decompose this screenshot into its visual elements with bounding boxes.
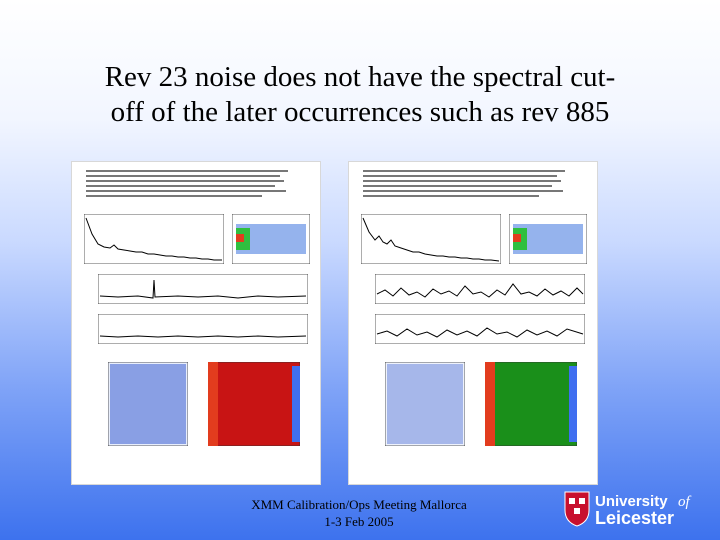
spectrum-plot	[84, 214, 224, 264]
figure-panel-right	[348, 161, 598, 485]
figure-header-text	[86, 170, 306, 210]
figure-panel-left	[71, 161, 321, 485]
scatter-plot	[232, 214, 310, 264]
dx-map-image	[485, 362, 577, 446]
scatter-plot	[509, 214, 587, 264]
footer-line-1: XMM Calibration/Ops Meeting Mallorca	[251, 497, 467, 512]
logo-university-text: University	[595, 493, 668, 510]
count-image	[385, 362, 465, 446]
time-series-plot-1	[375, 274, 585, 304]
university-crest-icon: University of Leicester	[564, 491, 692, 528]
dx-map-image	[208, 362, 300, 446]
slide-footer: XMM Calibration/Ops Meeting Mallorca 1-3…	[224, 496, 494, 530]
slide-title: Rev 23 noise does not have the spectral …	[40, 60, 680, 130]
footer-line-2: 1-3 Feb 2005	[324, 514, 394, 529]
spectrum-plot	[361, 214, 501, 264]
logo-of-text: of	[678, 494, 692, 510]
title-line-1: Rev 23 noise does not have the spectral …	[104, 61, 616, 93]
count-image	[108, 362, 188, 446]
time-series-plot-1	[98, 274, 308, 304]
title-line-2: off of the later occurrences such as rev…	[110, 96, 610, 128]
university-logo: University of Leicester	[563, 490, 699, 528]
time-series-plot-2	[375, 314, 585, 344]
time-series-plot-2	[98, 314, 308, 344]
figure-header-text	[363, 170, 583, 210]
logo-leicester-text: Leicester	[595, 508, 674, 528]
